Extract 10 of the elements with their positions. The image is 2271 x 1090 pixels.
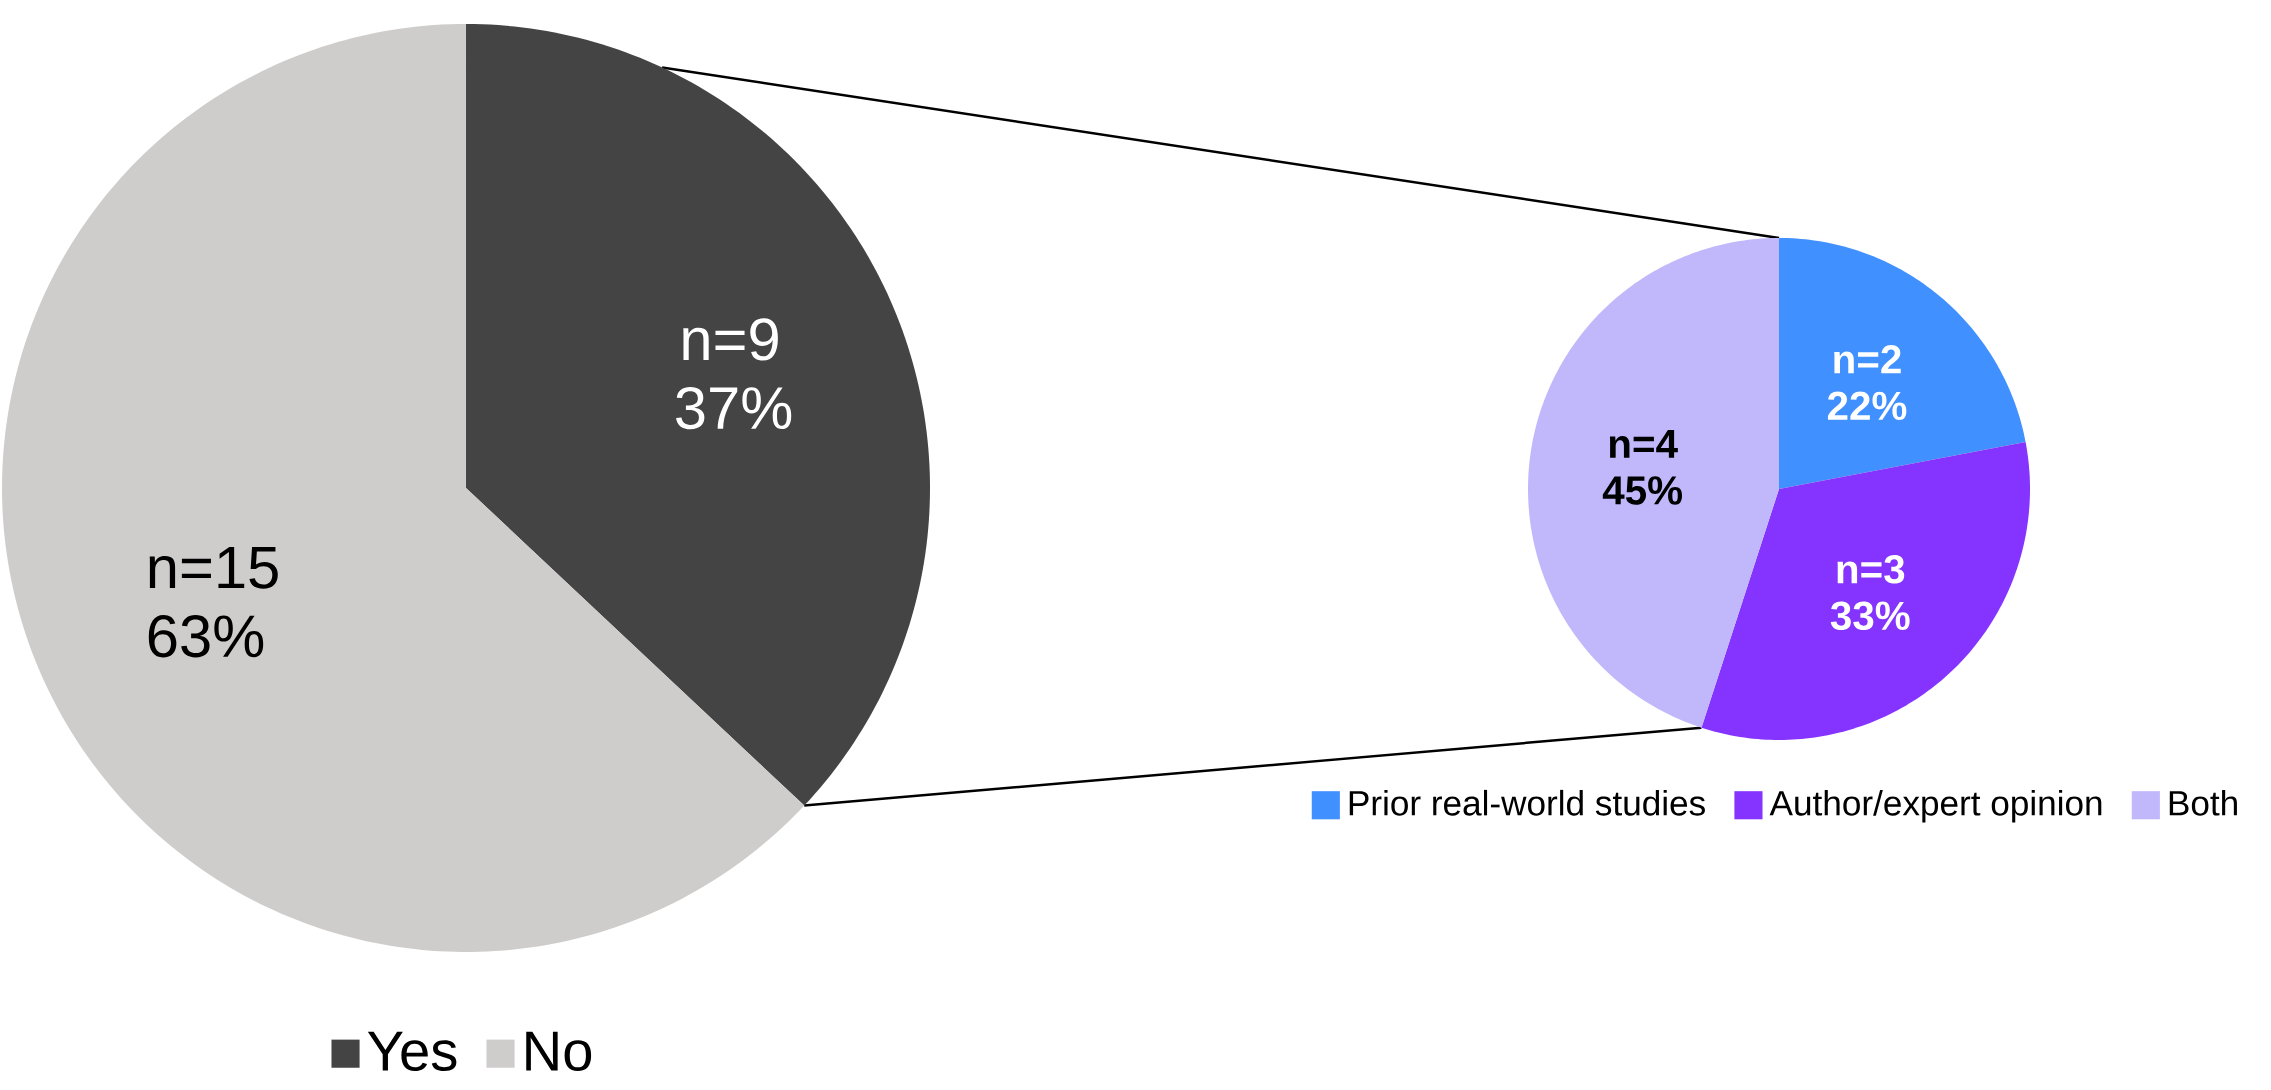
data-label: n=2 22% xyxy=(1827,345,1907,421)
data-label: n=9 37% xyxy=(676,318,792,430)
legend-label: No xyxy=(526,1031,592,1072)
legend-label: Both xyxy=(2169,790,2237,816)
data-label: n=4 45% xyxy=(1602,430,1682,505)
legend-label: Author/expert opinion xyxy=(1769,790,2102,823)
data-label: n=15 63% xyxy=(148,547,278,658)
legend-label: Yes xyxy=(367,1031,457,1072)
data-label: n=3 33% xyxy=(1830,555,1910,631)
legend-label: Prior real-world studies xyxy=(1349,790,1705,816)
